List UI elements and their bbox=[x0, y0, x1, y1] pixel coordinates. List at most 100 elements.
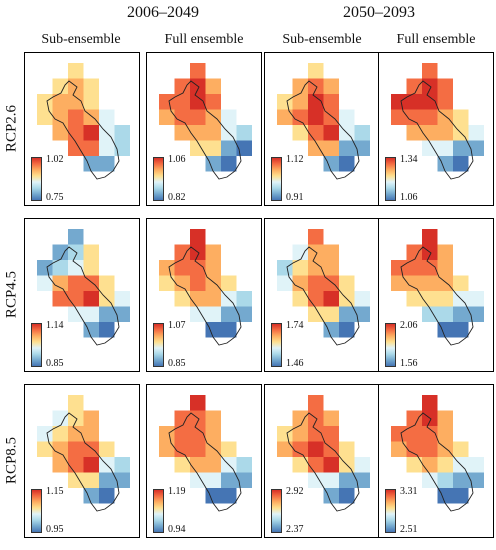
grid-cell bbox=[52, 260, 68, 276]
grid-cell bbox=[99, 441, 115, 457]
grid-cell bbox=[99, 472, 115, 488]
grid-cell bbox=[236, 125, 252, 141]
map-panel: 2.92 2.37 bbox=[264, 384, 380, 538]
column-label-3: Sub-ensemble bbox=[282, 32, 362, 47]
grid-cell bbox=[354, 472, 370, 488]
grid-cell bbox=[68, 395, 84, 411]
map-panel: 1.19 0.94 bbox=[146, 384, 262, 538]
grid-cell bbox=[205, 78, 221, 94]
basin-outline bbox=[400, 246, 474, 346]
grid-cell bbox=[406, 426, 422, 442]
map-svg bbox=[159, 229, 252, 346]
grid-cell bbox=[236, 291, 252, 307]
grid-cell bbox=[99, 322, 115, 338]
grid-cell bbox=[308, 472, 324, 488]
map-svg bbox=[391, 63, 484, 180]
map-svg bbox=[277, 395, 370, 512]
grid-cell bbox=[37, 426, 53, 442]
grid-cell bbox=[437, 291, 453, 307]
map-svg bbox=[37, 63, 130, 180]
colorbar-min-label: 2.37 bbox=[286, 524, 304, 535]
grid-cell bbox=[205, 125, 221, 141]
map-svg bbox=[277, 63, 370, 180]
grid-cell bbox=[391, 275, 407, 291]
basin-outline bbox=[286, 80, 360, 180]
grid-cell bbox=[159, 275, 175, 291]
grid-cell bbox=[37, 441, 53, 457]
period-label-2: 2050–2093 bbox=[343, 4, 415, 21]
grid-cell bbox=[339, 472, 355, 488]
grid-cell bbox=[190, 94, 206, 110]
grid-cell bbox=[323, 426, 339, 442]
grid-cell bbox=[174, 244, 190, 260]
grid-cell bbox=[323, 244, 339, 260]
grid-cell bbox=[323, 260, 339, 276]
grid-cell bbox=[277, 441, 293, 457]
grid-cell bbox=[323, 306, 339, 322]
grid-cell bbox=[174, 94, 190, 110]
grid-cell bbox=[422, 441, 438, 457]
grid-cell bbox=[391, 109, 407, 125]
grid-cell bbox=[52, 426, 68, 442]
grid-cell bbox=[323, 322, 339, 338]
grid-cell bbox=[174, 78, 190, 94]
basin-outline bbox=[168, 80, 242, 180]
grid-cell bbox=[68, 441, 84, 457]
colorbar-min-label: 2.51 bbox=[400, 524, 418, 535]
grid-cell bbox=[190, 306, 206, 322]
grid-cell bbox=[68, 306, 84, 322]
grid-cell bbox=[205, 426, 221, 442]
grid-cell bbox=[68, 140, 84, 156]
colorbar-min-label: 0.94 bbox=[168, 524, 186, 535]
colorbar-min-label: 0.95 bbox=[46, 524, 64, 535]
grid-cell bbox=[99, 488, 115, 504]
period-label-1: 2006–2049 bbox=[127, 4, 199, 21]
grid-cell bbox=[339, 140, 355, 156]
colorbar bbox=[31, 323, 42, 367]
grid-cell bbox=[354, 457, 370, 473]
grid-cell bbox=[437, 488, 453, 504]
grid-cell bbox=[354, 291, 370, 307]
grid-cell bbox=[292, 426, 308, 442]
grid-cell bbox=[277, 426, 293, 442]
grid-cell bbox=[391, 260, 407, 276]
colorbar bbox=[271, 489, 282, 533]
grid-cell bbox=[236, 472, 252, 488]
grid-cell bbox=[99, 275, 115, 291]
colorbar bbox=[153, 323, 164, 367]
colorbar-max-label: 1.15 bbox=[46, 486, 64, 497]
grid-cell bbox=[292, 78, 308, 94]
grid-cell bbox=[406, 457, 422, 473]
grid-cell bbox=[453, 488, 469, 504]
colorbar-min-label: 0.85 bbox=[46, 358, 64, 369]
grid-cell bbox=[422, 125, 438, 141]
grid-cell bbox=[308, 306, 324, 322]
grid-cell bbox=[68, 472, 84, 488]
grid-cell bbox=[354, 140, 370, 156]
grid-cell bbox=[83, 244, 99, 260]
grid-cell bbox=[83, 94, 99, 110]
grid-cell bbox=[205, 322, 221, 338]
grid-cell bbox=[221, 306, 237, 322]
grid-cell bbox=[422, 140, 438, 156]
grid-cell bbox=[83, 140, 99, 156]
grid-cell bbox=[236, 140, 252, 156]
grid-cell bbox=[99, 109, 115, 125]
grid-cell bbox=[422, 395, 438, 411]
grid-cell bbox=[52, 94, 68, 110]
grid-cell bbox=[190, 472, 206, 488]
grid-cell bbox=[308, 441, 324, 457]
colorbar-min-label: 0.75 bbox=[46, 192, 64, 203]
map-panel: 2.06 1.56 bbox=[378, 218, 494, 372]
grid-cell bbox=[52, 109, 68, 125]
grid-cell bbox=[308, 140, 324, 156]
grid-cell bbox=[422, 472, 438, 488]
grid-cell bbox=[422, 457, 438, 473]
colorbar-max-label: 1.12 bbox=[286, 154, 304, 165]
grid-cell bbox=[159, 94, 175, 110]
grid-cell bbox=[190, 125, 206, 141]
map-panel: 1.14 0.85 bbox=[24, 218, 140, 372]
grid-cell bbox=[68, 109, 84, 125]
grid-cell bbox=[453, 322, 469, 338]
basin-outline bbox=[400, 412, 474, 512]
